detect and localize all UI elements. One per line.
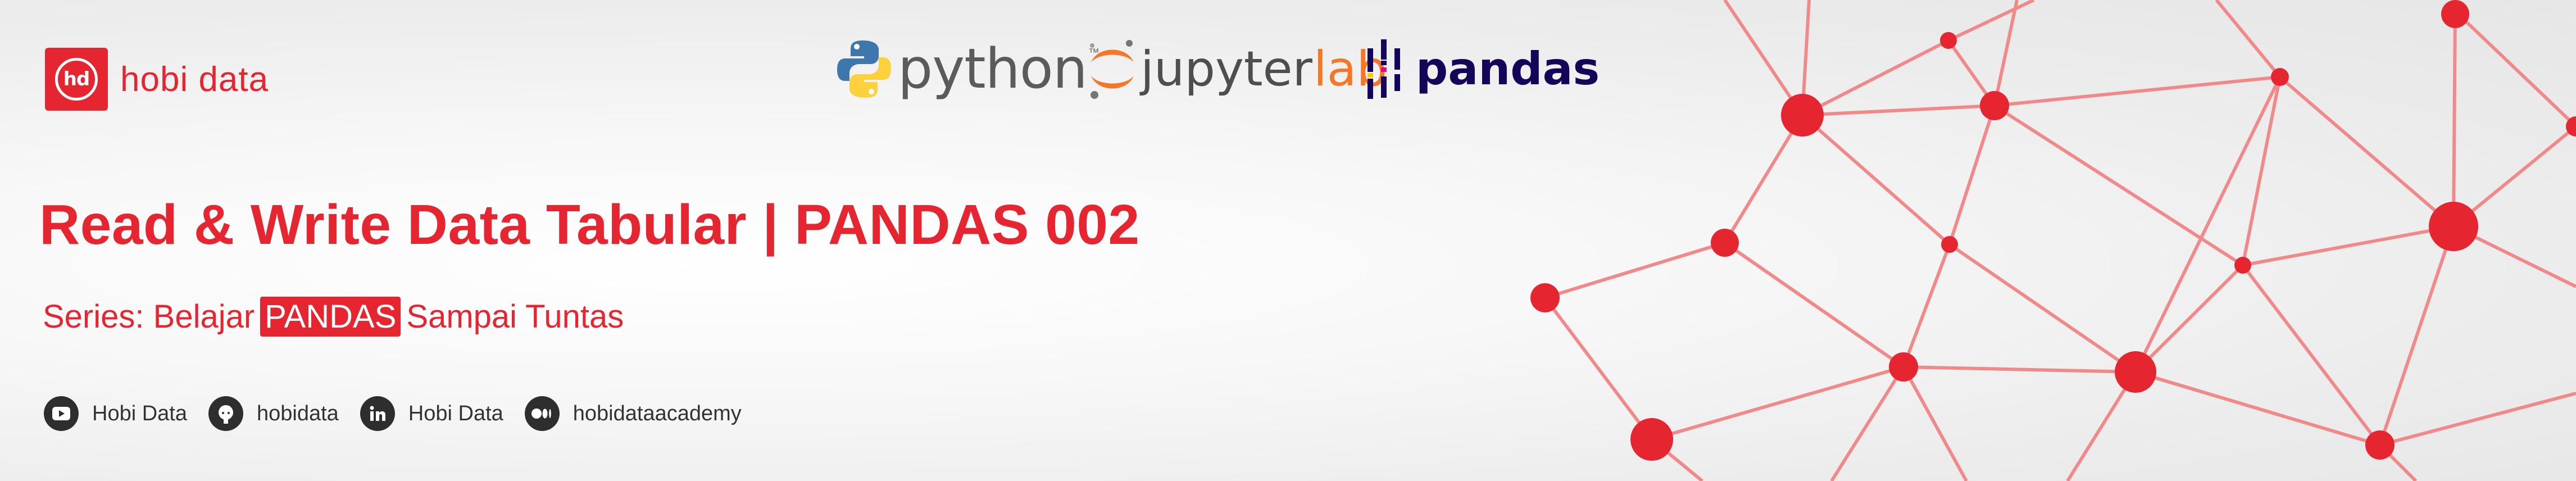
jupyter-lab-wordmark: lab: [1313, 40, 1388, 97]
social-linkedin[interactable]: Hobi Data: [360, 396, 503, 431]
hobi-data-logo-icon: hd: [45, 48, 108, 111]
subtitle-prefix: Series: Belajar: [43, 298, 255, 335]
social-label: Hobi Data: [92, 401, 187, 425]
social-youtube[interactable]: Hobi Data: [44, 396, 187, 431]
pandas-icon: [1367, 39, 1400, 99]
python-wordmark: python: [898, 37, 1088, 101]
social-links: Hobi Data hobidata Hobi Data hobidataaca…: [44, 396, 763, 431]
pandas-logo: pandas: [1366, 31, 1600, 107]
subtitle-highlight: PANDAS: [260, 297, 401, 337]
python-icon: [837, 40, 891, 98]
youtube-icon: [44, 396, 79, 431]
network-graph-decoration: [1530, 0, 2576, 481]
jupyter-wordmark: jupyter: [1141, 40, 1312, 97]
social-label: hobidataacademy: [573, 401, 742, 425]
social-label: Hobi Data: [408, 401, 503, 425]
brand: hd hobi data: [45, 48, 269, 111]
subtitle-suffix: Sampai Tuntas: [406, 298, 624, 335]
linkedin-icon: [360, 396, 395, 431]
page-title: Read & Write Data Tabular | PANDAS 002: [39, 193, 1140, 256]
jupyter-icon: [1090, 39, 1134, 99]
social-github[interactable]: hobidata: [208, 396, 339, 431]
social-label: hobidata: [256, 401, 339, 425]
brand-logo-text: hd: [55, 58, 98, 101]
social-medium[interactable]: hobidataacademy: [524, 396, 742, 431]
python-logo: python ™: [836, 31, 1100, 107]
series-subtitle: Series: Belajar PANDAS Sampai Tuntas: [43, 297, 624, 337]
brand-name: hobi data: [120, 60, 269, 99]
pandas-wordmark: pandas: [1416, 43, 1600, 95]
medium-icon: [524, 396, 560, 431]
github-icon: [208, 396, 243, 431]
jupyterlab-logo: jupyter lab: [1085, 31, 1387, 107]
